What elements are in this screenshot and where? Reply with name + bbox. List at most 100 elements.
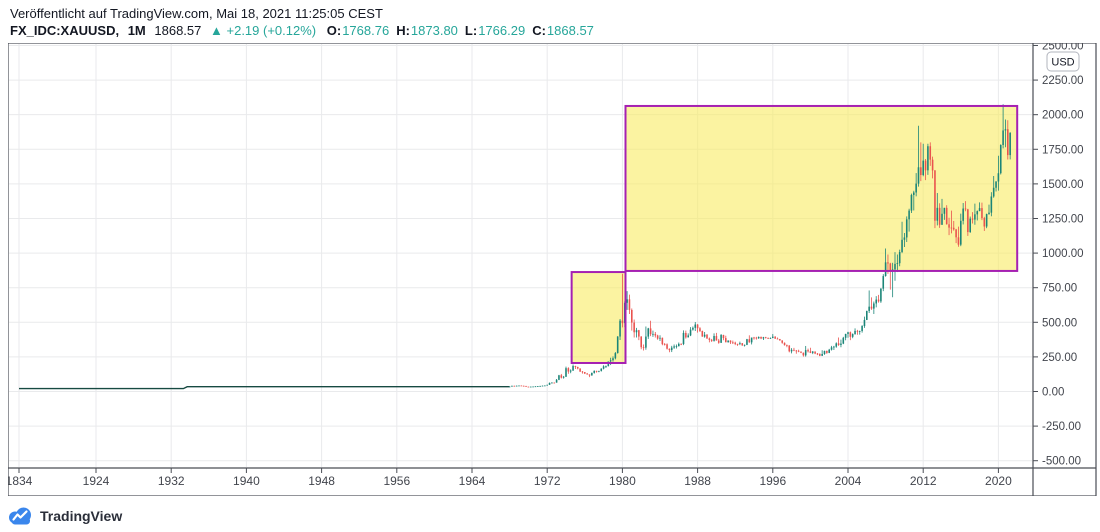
candle-body (981, 208, 983, 219)
candle-body (960, 220, 962, 245)
candle-body (609, 360, 612, 362)
candle-body (678, 343, 680, 347)
candle-body (772, 336, 774, 338)
candle-body (917, 167, 920, 184)
candle-body (661, 337, 664, 345)
candle-body (861, 326, 863, 332)
candle-body (915, 183, 917, 193)
candle-body (748, 339, 751, 343)
candle-body (588, 374, 591, 376)
candle-body (565, 368, 567, 377)
candle-body (675, 346, 678, 348)
candle-body (729, 340, 732, 343)
candle-body (537, 386, 539, 387)
candle-body (901, 239, 903, 252)
candle-body (656, 335, 659, 339)
currency-badge-label: USD (1051, 57, 1074, 69)
candle-body (553, 382, 556, 384)
candle-body (849, 332, 852, 337)
candle-body (600, 368, 603, 371)
candle-body (567, 368, 570, 372)
highlight-rects-border[interactable] (570, 104, 1019, 364)
candle-body (713, 335, 715, 341)
price-tick-label: 2000.00 (1042, 110, 1084, 122)
ohlc-label: L: (464, 23, 478, 38)
candle-body (715, 335, 718, 341)
candle-body (760, 336, 762, 339)
candle-body (840, 343, 842, 345)
candle-body (558, 375, 560, 380)
candle-body (934, 170, 936, 221)
highlight-rect-1980-2022[interactable] (624, 104, 1019, 272)
candle-body (541, 385, 544, 387)
candle-body (673, 346, 675, 348)
candle-body (548, 382, 551, 385)
chart-canvas[interactable]: 2500.00 2250.00 2000.00 1750.00 1500.00 1250.… (6, 40, 1097, 496)
candle-body (560, 375, 563, 378)
candle-body (605, 366, 607, 367)
time-tick-label: 1924 (83, 474, 110, 488)
candle-body (579, 368, 581, 372)
candle-body (1004, 129, 1007, 131)
candle-body (757, 336, 760, 339)
candle-body (804, 350, 807, 356)
candle-body (593, 370, 595, 373)
tradingview-logo-icon (9, 507, 31, 525)
candle-body (520, 385, 523, 387)
candle-body (696, 324, 699, 329)
candle-body (807, 350, 809, 352)
candle-body (725, 338, 727, 343)
candle-body (551, 382, 553, 384)
candle-body (527, 386, 530, 388)
time-tick-label: 1956 (383, 474, 410, 488)
candle-body (976, 211, 979, 215)
candle-body (877, 299, 880, 302)
candle-body (927, 146, 929, 171)
time-tick-label: 1932 (158, 474, 185, 488)
candle-body (612, 358, 614, 361)
candle-body (647, 328, 650, 337)
tradingview-logo-text: TradingView (40, 508, 123, 524)
candle-body (905, 219, 908, 238)
time-tick-label: 2012 (910, 474, 937, 488)
chart-borders (8, 43, 1097, 496)
tradingview-logo[interactable]: TradingView (8, 506, 122, 526)
time-tick-label: 1980 (609, 474, 636, 488)
highlight-rect-1976-1980[interactable] (570, 271, 627, 364)
candle-body (814, 351, 816, 354)
price-tick-label: -500.00 (1042, 456, 1081, 468)
candle-body (943, 207, 946, 214)
price-axis[interactable]: 2500.00 2250.00 2000.00 1750.00 1500.00 1250.… (1033, 40, 1084, 468)
candle-body (854, 330, 856, 335)
candle-body (743, 344, 746, 346)
time-axis[interactable]: 1834 1924 1932 1940 1948 1956 1964 1972 1980 1988… (6, 468, 1012, 488)
candle-body (694, 324, 697, 328)
candle-body (875, 299, 877, 304)
candle-body (830, 347, 833, 350)
price-tick-label: 0.00 (1042, 387, 1064, 399)
candle-body (920, 167, 922, 176)
candle-body (602, 366, 605, 369)
candle-body (701, 331, 704, 337)
candle-body (811, 351, 814, 353)
candle-body (847, 332, 849, 334)
candle-body (522, 385, 525, 387)
candle-body (971, 218, 974, 220)
candle-body (924, 160, 927, 171)
candle-body (816, 353, 819, 355)
candle-body (957, 237, 960, 245)
candle-body (851, 334, 854, 337)
symbol-name: FX_IDC:XAUUSD, (10, 23, 120, 38)
candle-body (631, 309, 633, 323)
time-tick-label: 1948 (308, 474, 335, 488)
candle-body (642, 347, 645, 349)
candle-body (518, 385, 520, 387)
candle-body (581, 371, 584, 373)
candle-body (626, 299, 628, 303)
candle-body (736, 343, 739, 345)
candle-body (710, 339, 713, 341)
candle-body (753, 337, 755, 339)
candle-body (562, 376, 565, 378)
